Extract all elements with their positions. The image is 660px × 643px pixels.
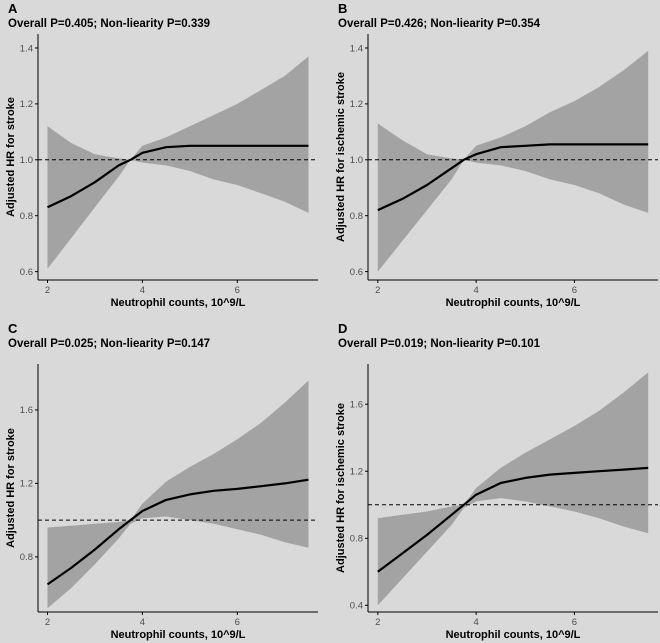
y-tick-label: 0.6 [350, 267, 363, 278]
y-tick-label: 1.2 [20, 479, 33, 490]
x-tick-label: 6 [235, 285, 240, 296]
hr-curve [377, 466, 649, 573]
panel-title: Overall P=0.405; Non-liearity P=0.339 [8, 18, 210, 30]
x-tick-label: 4 [473, 285, 478, 296]
y-tick-label: 1.0 [20, 155, 33, 166]
panel-letter: C [8, 321, 18, 336]
x-tick-label: 2 [375, 285, 380, 296]
x-tick-label: 2 [45, 617, 50, 628]
y-axis-label: Adjusted HR for ischemic stroke [335, 72, 347, 242]
hr-curve [377, 143, 649, 212]
hr-curve [46, 478, 309, 586]
panel-title: Overall P=0.019; Non-liearity P=0.101 [338, 338, 541, 350]
x-tick-label: 6 [572, 285, 577, 296]
x-tick-label: 4 [473, 617, 478, 628]
y-tick-label: 1.6 [20, 405, 33, 416]
y-tick-label: 0.8 [20, 211, 33, 222]
y-tick-label: 0.8 [20, 552, 33, 563]
panel-b: B Overall P=0.426; Non-liearity P=0.354 0.… [335, 1, 658, 309]
y-tick-label: 1.6 [350, 400, 363, 411]
hr-curve [47, 144, 309, 209]
panel-title: Overall P=0.025; Non-liearity P=0.147 [8, 338, 210, 350]
y-tick-label: 1.4 [350, 43, 363, 54]
y-tick-label: 0.8 [350, 534, 363, 545]
y-axis-label: Adjusted HR for ischemic stroke [335, 403, 347, 573]
plot-area [38, 56, 318, 269]
panel-d: D Overall P=0.019; Non-liearity P=0.101 0.… [335, 321, 658, 641]
panel-letter: A [8, 1, 18, 16]
y-tick-label: 0.4 [350, 601, 363, 612]
x-axis-label: Neutrophil counts, 10^9/L [111, 297, 246, 309]
panel-a: A Overall P=0.405; Non-liearity P=0.339 0.… [5, 1, 318, 309]
y-tick-label: 0.6 [20, 267, 33, 278]
x-tick-label: 6 [572, 617, 577, 628]
plot-area [38, 380, 318, 609]
plot-area [368, 372, 658, 606]
confidence-band [47, 56, 309, 269]
y-tick-label: 1.2 [20, 99, 33, 110]
x-tick-label: 4 [140, 285, 145, 296]
y-tick-label: 1.4 [20, 43, 33, 54]
confidence-band [47, 380, 309, 609]
x-axis-label: Neutrophil counts, 10^9/L [111, 629, 246, 641]
x-tick-label: 2 [45, 285, 50, 296]
y-tick-label: 1.2 [350, 467, 363, 478]
panel-c: C Overall P=0.025; Non-liearity P=0.147 0.… [5, 321, 318, 641]
x-axis-label: Neutrophil counts, 10^9/L [446, 629, 581, 641]
x-tick-label: 2 [375, 617, 380, 628]
panel-title: Overall P=0.426; Non-liearity P=0.354 [338, 18, 541, 30]
x-tick-label: 4 [140, 617, 145, 628]
y-axis-label: Adjusted HR for stroke [5, 97, 17, 217]
confidence-band [377, 372, 649, 606]
y-tick-label: 0.8 [350, 211, 363, 222]
confidence-band [377, 50, 649, 272]
y-tick-label: 1.0 [350, 155, 363, 166]
x-tick-label: 6 [235, 617, 240, 628]
y-axis-label: Adjusted HR for stroke [5, 428, 17, 548]
plot-area [368, 50, 658, 272]
panel-letter: B [338, 1, 347, 16]
panel-letter: D [338, 321, 347, 336]
y-tick-label: 1.2 [350, 99, 363, 110]
x-axis-label: Neutrophil counts, 10^9/L [446, 297, 581, 309]
